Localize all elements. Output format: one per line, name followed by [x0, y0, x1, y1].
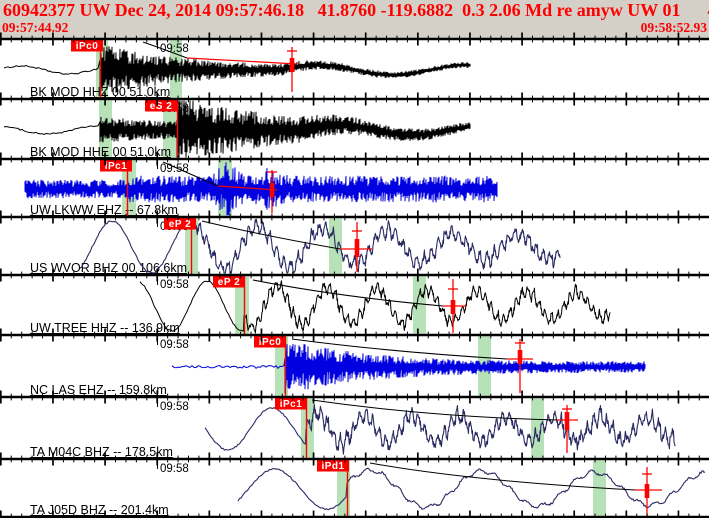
amplitude-marker[interactable]	[448, 279, 458, 333]
green-highlight-band	[337, 460, 350, 516]
amplitude-marker[interactable]	[642, 467, 652, 516]
trace-waveform[interactable]	[3, 46, 471, 93]
trace-panel: 09:58 NC LAS EHZ -- 159.8km iPc0	[30, 335, 646, 397]
panel-divider	[0, 215, 709, 219]
trace-panel: 09:58 UW LKWW EHZ -- 67.8km iPc1	[24, 159, 498, 217]
time-ruler-line	[0, 37, 709, 41]
minute-label: 09:58	[160, 279, 189, 291]
green-highlight-band	[235, 276, 249, 334]
panel-divider	[0, 157, 709, 161]
coda-decay-curve	[369, 462, 636, 491]
panel-divider	[0, 395, 709, 399]
minute-label: 09:58	[160, 401, 189, 413]
panel-divider	[0, 333, 709, 337]
minute-label: 09:58	[160, 463, 189, 475]
trace-waveform[interactable]	[24, 162, 498, 216]
panel-divider	[0, 273, 709, 277]
coda-decay-curve	[201, 220, 341, 250]
coda-decay-curve	[291, 338, 508, 360]
minute-label: 09:58	[160, 43, 189, 55]
coda-measurement-line	[186, 57, 298, 65]
window-start-time: 09:57:44.92	[2, 20, 69, 35]
amplitude-marker[interactable]	[562, 405, 572, 453]
amplitude-marker[interactable]	[287, 47, 297, 92]
trace-waveform[interactable]	[237, 467, 706, 511]
green-highlight-band	[413, 276, 426, 334]
phase-flag[interactable]: eP 2	[213, 275, 245, 289]
minute-label: 09:58	[160, 163, 189, 175]
green-highlight-band	[531, 398, 544, 458]
minute-label: 09:58	[160, 339, 189, 351]
phase-flag-label: iPc1	[280, 399, 303, 410]
panel-divider	[0, 515, 709, 518]
panel-divider	[0, 457, 709, 461]
phase-flag[interactable]: iPc1	[275, 397, 307, 411]
trace-panel: 09:58 TA J05D BHZ -- 201.4km iPd1	[30, 459, 706, 517]
phase-flag[interactable]: iPd1	[317, 459, 349, 473]
coda-decay-curve	[252, 279, 444, 307]
trace-panel: 09:58 TA M04C BHZ -- 178.5km iPc1	[30, 397, 676, 459]
trace-waveform[interactable]	[3, 100, 471, 158]
trace-waveform[interactable]	[204, 403, 676, 455]
phase-flag[interactable]: eS 2	[145, 99, 177, 113]
amplitude-marker[interactable]	[515, 339, 525, 393]
trace-waveform[interactable]	[139, 280, 611, 334]
phase-flag[interactable]: iPc0	[71, 39, 103, 53]
channel-label: NC LAS EHZ -- 159.8km	[30, 383, 167, 397]
event-header-title: 60942377 UW Dec 24, 2014 09:57:46.18 41.…	[3, 0, 709, 20]
coda-decay-curve	[162, 161, 219, 187]
phase-flag-label: iPc0	[76, 41, 99, 52]
amplitude-marker[interactable]	[352, 222, 362, 272]
phase-flag-label: iPd1	[321, 461, 344, 472]
phase-flag-label: eS 2	[150, 101, 173, 112]
phase-flag-label: iPc0	[259, 337, 282, 348]
channel-label: BK MOD HHE 00 51.0km	[30, 145, 171, 159]
channel-label: TA J05D BHZ -- 201.4km	[30, 503, 169, 517]
phase-flag-label: iPc1	[105, 161, 128, 172]
phase-flag-label: eP 2	[218, 277, 240, 288]
phase-flag[interactable]: eP 2	[164, 217, 196, 231]
trace-waveform[interactable]	[171, 343, 646, 394]
coda-decay-curve	[142, 41, 188, 59]
window-end-time: 09:58:52.93	[640, 20, 707, 35]
plot-background	[0, 39, 709, 517]
trace-panel: 09:58 UW TREE HHZ -- 136.9km eP 2	[30, 275, 611, 335]
panel-divider	[0, 97, 709, 101]
coda-decay-curve	[311, 399, 558, 421]
phase-flag-label: eP 2	[169, 219, 191, 230]
channel-label: UW LKWW EHZ -- 67.8km	[30, 203, 178, 217]
amplitude-marker[interactable]	[267, 170, 277, 213]
channel-label: TA M04C BHZ -- 178.5km	[30, 445, 173, 459]
phase-flag[interactable]: iPc1	[100, 159, 132, 173]
channel-label: UW TREE HHZ -- 136.9km	[30, 321, 180, 335]
coda-measurement-line	[217, 185, 278, 191]
phase-flag[interactable]: iPc0	[254, 335, 286, 349]
